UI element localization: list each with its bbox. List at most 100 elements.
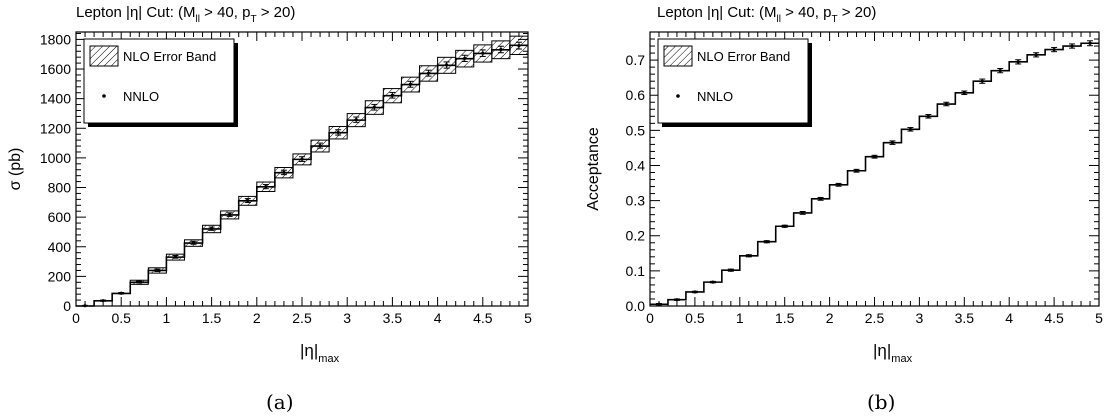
y-tick-label: 0.1 [626, 263, 646, 279]
y-tick-label: 0.2 [626, 228, 646, 244]
nnlo-point [675, 298, 679, 302]
nnlo-point [354, 118, 358, 122]
nnlo-point [481, 51, 485, 55]
title-part: > 40, p [200, 4, 250, 21]
nnlo-point [408, 82, 413, 86]
nnlo-point [998, 69, 1002, 73]
x-axis-label-subscript: max [318, 353, 339, 365]
title-subscript: ll [777, 14, 781, 25]
x-tick-label: 3 [916, 310, 924, 326]
nnlo-point [517, 44, 521, 48]
y-axis-label: σ (pb) [7, 148, 24, 191]
title-part: Lepton |η| Cut: (M [657, 4, 777, 21]
legend-label-nlo: NLO Error Band [123, 49, 216, 64]
nnlo-point [1088, 41, 1092, 45]
x-axis-label-main: |η| [873, 341, 891, 360]
nnlo-point [83, 304, 87, 308]
x-axis-label: |η|max [300, 341, 340, 365]
title-part: > 40, p [781, 4, 831, 21]
nnlo-point [819, 197, 823, 201]
nnlo-point [890, 141, 895, 145]
nnlo-point [463, 56, 467, 60]
nnlo-point [980, 79, 984, 83]
nnlo-point [499, 47, 503, 52]
nnlo-point [228, 213, 232, 217]
x-tick-label: 3.5 [383, 310, 403, 326]
nnlo-point [693, 290, 697, 294]
y-tick-label: 800 [48, 180, 72, 196]
chart-title: Lepton |η| Cut: (Mll > 40, pT > 20) [76, 4, 295, 25]
x-tick-label: 2 [826, 310, 834, 326]
x-tick-label: 4 [434, 310, 442, 326]
title-part: > 20) [838, 4, 877, 21]
x-tick-label: 0 [646, 310, 654, 326]
title-subscript: T [250, 14, 256, 25]
nnlo-point [300, 157, 304, 161]
legend-label-nnlo: NNLO [697, 89, 733, 104]
nnlo-point [1052, 47, 1056, 52]
nnlo-point [336, 130, 340, 135]
x-tick-label: 5 [1095, 310, 1103, 326]
nnlo-point [944, 102, 948, 106]
nnlo-point [191, 241, 196, 245]
x-tick-label: 0 [72, 310, 80, 326]
y-tick-label: 200 [48, 268, 72, 284]
nnlo-point [119, 291, 123, 295]
x-tick-label: 2 [253, 310, 261, 326]
nnlo-point [101, 299, 105, 303]
y-tick-label: 600 [48, 209, 72, 225]
nnlo-point [711, 280, 715, 284]
chart-title: Lepton |η| Cut: (Mll > 40, pT > 20) [657, 4, 876, 25]
nnlo-point [155, 268, 159, 272]
x-tick-label: 1 [736, 310, 744, 326]
y-tick-label: 0.4 [626, 157, 646, 173]
x-axis-label-subscript: max [891, 353, 912, 365]
chart-panel-b: Lepton |η| Cut: (Mll > 40, pT > 20) 0 0.5 1… [585, 4, 1103, 414]
title-subscript: ll [196, 14, 200, 25]
y-tick-label: 0.6 [626, 87, 646, 103]
y-axis-label: Acceptance [585, 127, 602, 211]
x-tick-label: 1 [163, 310, 171, 326]
x-tick-label: 1.5 [775, 310, 795, 326]
legend-band-swatch [663, 45, 693, 67]
y-tick-label: 0.0 [626, 298, 646, 314]
legend-point-swatch [102, 94, 106, 98]
nnlo-point [390, 93, 394, 97]
x-tick-label: 4 [1005, 310, 1013, 326]
x-tick-label: 5 [524, 310, 532, 326]
nnlo-point [318, 143, 322, 148]
nnlo-point [801, 211, 805, 215]
legend-label-nnlo: NNLO [123, 89, 159, 104]
nnlo-point [962, 91, 966, 95]
y-tick-label: 0 [63, 298, 71, 314]
x-tick-label: 4.5 [1044, 310, 1064, 326]
nnlo-point [137, 280, 141, 284]
y-tick-label: 1800 [40, 31, 71, 47]
x-tick-label: 1.5 [202, 310, 222, 326]
nnlo-point [854, 169, 859, 173]
nnlo-point [1034, 53, 1038, 57]
nnlo-point [282, 170, 286, 175]
nnlo-point [747, 254, 751, 258]
title-part: > 20) [257, 4, 296, 21]
nnlo-point [445, 63, 449, 67]
x-tick-label: 2.5 [292, 310, 312, 326]
x-tick-label: 0.5 [685, 310, 705, 326]
panel-caption: (a) [266, 390, 294, 414]
legend-point-swatch [676, 94, 680, 98]
y-tick-label: 1600 [40, 61, 71, 77]
y-tick-label: 0.7 [626, 52, 646, 68]
nnlo-point [1070, 44, 1074, 48]
nnlo-point [836, 183, 841, 187]
nnlo-point [872, 155, 877, 159]
nnlo-point [657, 302, 661, 306]
chart-panel-a: Lepton |η| Cut: (Mll > 40, pT > 20) 0 0.5 1… [7, 4, 532, 414]
legend-label-nlo: NLO Error Band [697, 49, 790, 64]
nnlo-point [908, 127, 913, 131]
y-tick-label: 1400 [40, 91, 71, 107]
y-tick-label: 1000 [40, 150, 71, 166]
panel-caption: (b) [867, 390, 895, 414]
nnlo-point [246, 198, 250, 203]
x-tick-label: 0.5 [111, 310, 131, 326]
nnlo-point [372, 105, 376, 109]
